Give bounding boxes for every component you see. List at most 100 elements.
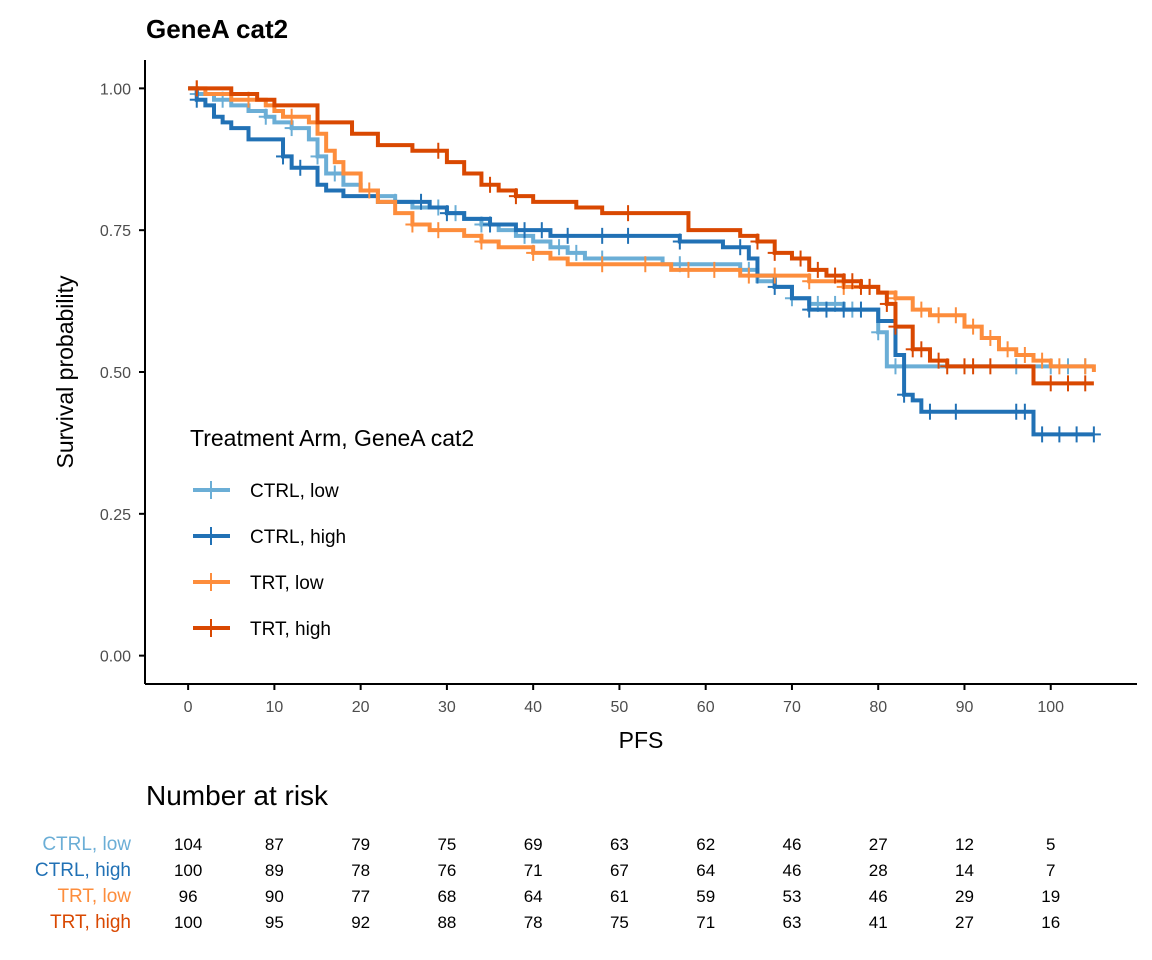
- censor-mark-trt-low: [741, 267, 756, 284]
- censor-mark-ctrl-low: [888, 358, 903, 375]
- risk-cell: 90: [265, 887, 284, 906]
- censor-mark-trt-low: [431, 222, 446, 239]
- censor-mark-trt-low: [474, 233, 489, 250]
- censor-mark-trt-high: [914, 341, 929, 358]
- y-tick-label: 0.50: [100, 365, 131, 382]
- legend-label: CTRL, low: [250, 481, 339, 502]
- censor-mark-ctrl-high: [672, 233, 687, 250]
- x-tick-label: 10: [265, 699, 283, 716]
- series-line-ctrl-high: [188, 86, 1094, 437]
- x-tick-label: 80: [869, 699, 887, 716]
- censor-mark-trt-high: [862, 278, 877, 295]
- censor-mark-trt-high: [828, 267, 843, 284]
- risk-cell: 75: [610, 913, 629, 932]
- risk-cell: 95: [265, 913, 284, 932]
- censor-mark-trt-low: [1052, 358, 1067, 375]
- censor-mark-trt-low: [526, 244, 541, 261]
- legend-label: TRT, high: [250, 619, 331, 640]
- censor-mark-ctrl-high: [1035, 426, 1050, 443]
- y-tick-label: 0.25: [100, 507, 131, 524]
- risk-cell: 61: [610, 887, 629, 906]
- risk-cell: 67: [610, 861, 629, 880]
- censor-mark-trt-high: [931, 352, 946, 369]
- censor-mark-trt-high: [793, 250, 808, 267]
- censor-mark-trt-low: [931, 307, 946, 324]
- risk-cell: 46: [869, 887, 888, 906]
- risk-cell: 78: [524, 913, 543, 932]
- risk-cell: 28: [869, 861, 888, 880]
- risk-cell: 53: [782, 887, 801, 906]
- risk-cell: 77: [351, 887, 370, 906]
- risk-table-rows: CTRL, low 104 87 79 75 69 63 62 46 27 12 5 CTRL, hig…: [35, 834, 1060, 933]
- censor-mark-trt-high: [845, 273, 860, 290]
- censor-mark-trt-high: [879, 295, 894, 312]
- censor-mark-ctrl-low: [310, 148, 325, 165]
- censor-mark-ctrl-high: [922, 403, 937, 420]
- censor-mark-trt-low: [595, 256, 610, 273]
- censor-mark-ctrl-high: [1069, 426, 1084, 443]
- risk-cell: 100: [174, 913, 202, 932]
- risk-row-label: CTRL, low: [42, 834, 131, 855]
- risk-cell: 100: [174, 861, 202, 880]
- risk-cell: 27: [869, 835, 888, 854]
- censor-mark-trt-high: [767, 244, 782, 261]
- censor-mark-ctrl-high: [897, 386, 912, 403]
- risk-cell: 16: [1041, 913, 1060, 932]
- risk-cell: 87: [265, 835, 284, 854]
- chart-title: GeneA cat2: [146, 14, 288, 44]
- censor-mark-ctrl-high: [802, 301, 817, 318]
- risk-cell: 69: [524, 835, 543, 854]
- censor-mark-trt-low: [284, 108, 299, 125]
- censor-mark-ctrl-low: [327, 165, 342, 182]
- censor-mark-ctrl-high: [439, 205, 454, 222]
- censor-mark-trt-low: [707, 261, 722, 278]
- legend-item: TRT, low: [193, 573, 324, 594]
- legend-item: TRT, high: [193, 619, 331, 640]
- censor-mark-trt-low: [802, 273, 817, 290]
- legend-item: CTRL, low: [193, 481, 339, 502]
- risk-cell: 12: [955, 835, 974, 854]
- censor-mark-ctrl-high: [948, 403, 963, 420]
- risk-cell: 64: [696, 861, 715, 880]
- censor-mark-trt-low: [948, 307, 963, 324]
- x-tick-label: 70: [783, 699, 801, 716]
- censor-mark-ctrl-high: [276, 148, 291, 165]
- censor-mark-trt-low: [1017, 346, 1032, 363]
- y-tick-label: 0.75: [100, 223, 131, 240]
- censor-mark-trt-high: [1043, 375, 1058, 392]
- censor-mark-trt-high: [810, 261, 825, 278]
- censor-mark-ctrl-high: [819, 301, 834, 318]
- x-tick-label: 50: [611, 699, 629, 716]
- risk-cell: 89: [265, 861, 284, 880]
- censor-mark-ctrl-high: [621, 227, 636, 244]
- legend-items: CTRL, low CTRL, high TRT, low TRT, high: [193, 481, 346, 640]
- censor-mark-ctrl-low: [871, 324, 886, 341]
- censor-mark-trt-high: [1060, 375, 1075, 392]
- series-line-trt-low: [188, 86, 1096, 372]
- x-tick-label: 90: [956, 699, 974, 716]
- risk-row-label: TRT, low: [57, 886, 131, 907]
- legend-label: CTRL, high: [250, 527, 346, 548]
- risk-cell: 96: [179, 887, 198, 906]
- y-axis-title: Survival probability: [52, 275, 78, 469]
- censor-mark-ctrl-high: [733, 239, 748, 256]
- censor-mark-trt-low: [362, 182, 377, 199]
- legend: Treatment Arm, GeneA cat2 CTRL, lowCTRL,…: [190, 425, 474, 640]
- y-ticks: 0.00 0.25 0.50 0.75 1.00: [100, 81, 145, 666]
- series-line-ctrl-low: [188, 86, 1094, 369]
- risk-cell: 79: [351, 835, 370, 854]
- censor-mark-trt-high: [888, 318, 903, 335]
- x-tick-label: 30: [438, 699, 456, 716]
- x-ticks: 0 10 20 30 40 50 60 70 80 90 100: [184, 684, 1064, 716]
- risk-cell: 14: [955, 861, 974, 880]
- censor-mark-trt-high: [483, 176, 498, 193]
- censor-mark-ctrl-high: [595, 227, 610, 244]
- risk-cell: 27: [955, 913, 974, 932]
- censor-mark-trt-low: [914, 301, 929, 318]
- censor-mark-trt-low: [638, 256, 653, 273]
- censor-mark-ctrl-high: [836, 301, 851, 318]
- censor-mark-trt-low: [1078, 358, 1093, 375]
- legend-item: CTRL, high: [193, 527, 346, 548]
- censor-mark-ctrl-high: [414, 193, 429, 210]
- legend-title: Treatment Arm, GeneA cat2: [190, 425, 474, 451]
